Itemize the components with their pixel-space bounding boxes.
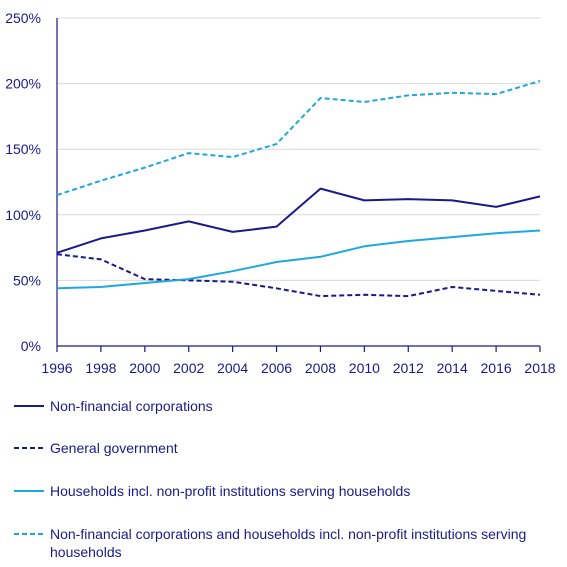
legend-swatch xyxy=(14,447,44,449)
x-tick-label: 2016 xyxy=(481,360,512,376)
series-line xyxy=(56,229,541,290)
x-tick-label: 2008 xyxy=(305,360,336,376)
series-line xyxy=(56,187,541,254)
y-tick-label: 100% xyxy=(5,207,41,223)
legend-swatch xyxy=(14,490,44,492)
x-tick-label: 2002 xyxy=(173,360,204,376)
legend-item: General government xyxy=(14,439,555,457)
x-tick-label: 2004 xyxy=(217,360,248,376)
y-tick-label: 0% xyxy=(21,338,41,354)
x-tick-label: 1998 xyxy=(85,360,116,376)
y-tick-label: 50% xyxy=(13,272,41,288)
legend-item: Non-financial corporations and household… xyxy=(14,525,555,561)
legend-item: Non-financial corporations xyxy=(14,397,555,415)
x-tick-label: 2010 xyxy=(349,360,380,376)
x-tick-label: 2018 xyxy=(524,360,555,376)
y-tick-label: 150% xyxy=(5,141,41,157)
y-tick-label: 250% xyxy=(5,10,41,26)
x-tick-label: 1996 xyxy=(41,360,72,376)
x-tick-label: 2000 xyxy=(129,360,160,376)
gridlines xyxy=(57,17,540,281)
series-line xyxy=(56,253,541,298)
legend-label: Non-financial corporations xyxy=(50,398,213,414)
x-axis-ticks: 1996 1998 2000 2002 2004 2006 2008 2010 2012 2014… xyxy=(41,346,556,376)
x-tick-label: 2006 xyxy=(261,360,292,376)
line-chart: 0% 50% 100% 150% 200% 250% 1996 1998 2000 2002 20… xyxy=(5,10,556,376)
y-tick-label: 200% xyxy=(5,76,41,92)
legend-label: General government xyxy=(50,440,178,456)
legend-item: Households incl. non-profit institutions… xyxy=(14,482,555,500)
series-lines xyxy=(56,80,541,298)
legend-swatch xyxy=(14,405,44,407)
legend-label: Households incl. non-profit institutions… xyxy=(50,483,411,499)
legend-label: Non-financial corporations and household… xyxy=(50,526,527,560)
legend-swatch xyxy=(14,533,44,535)
x-tick-label: 2014 xyxy=(437,360,468,376)
series-line xyxy=(56,80,541,197)
y-axis-ticks: 0% 50% 100% 150% 200% 250% xyxy=(5,10,41,354)
x-tick-label: 2012 xyxy=(393,360,424,376)
